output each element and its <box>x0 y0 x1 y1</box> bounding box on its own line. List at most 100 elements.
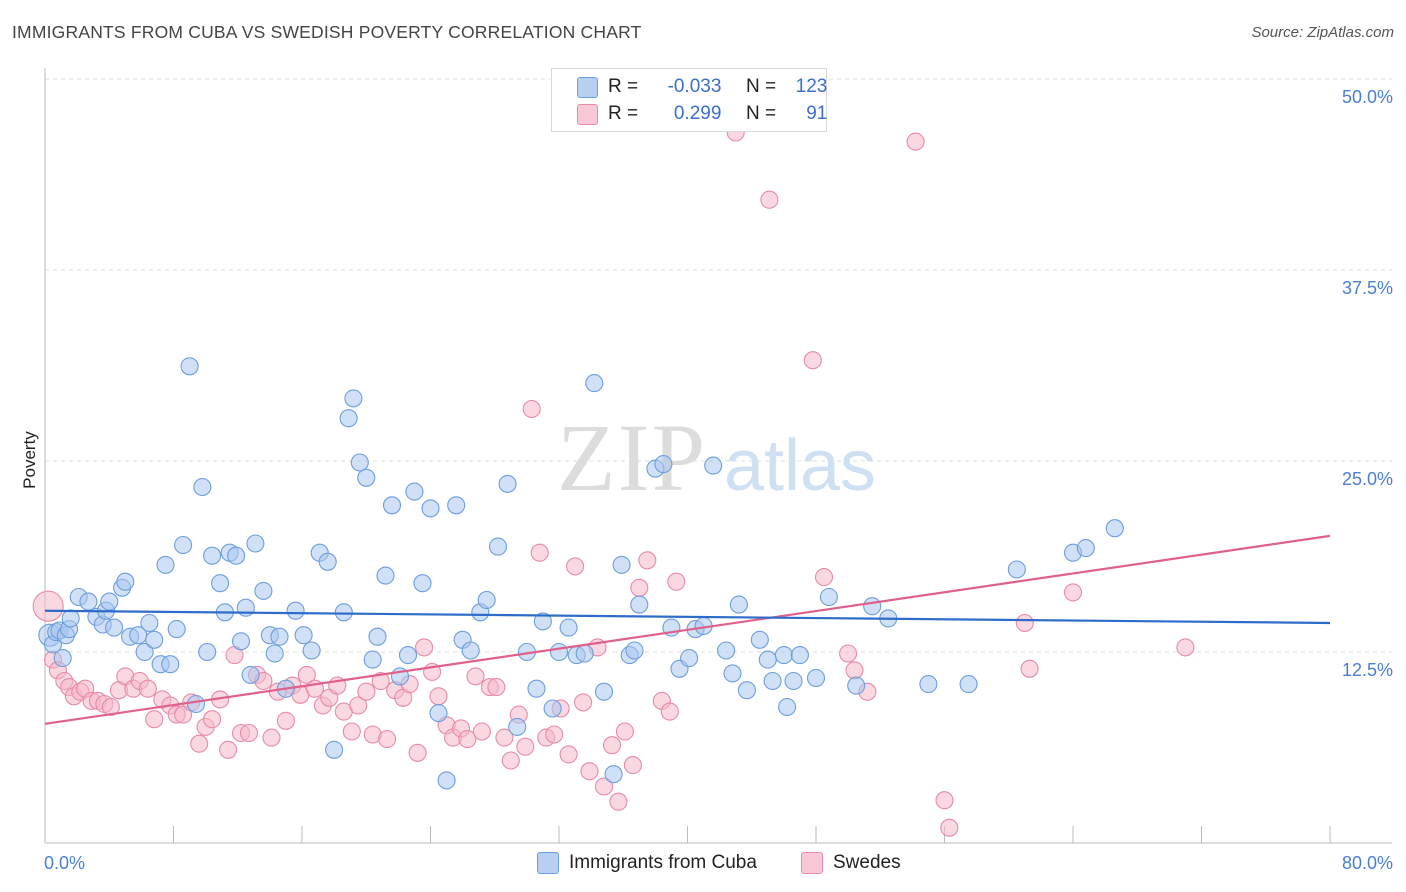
swedes-point <box>839 644 858 663</box>
cuba-point <box>376 566 395 585</box>
swedes-point <box>262 728 281 747</box>
swedes-point <box>349 696 368 715</box>
swedes-point <box>594 777 614 796</box>
swedes-point <box>458 730 477 749</box>
swedes-point <box>342 722 361 741</box>
trend-lines <box>44 534 1331 725</box>
cuba-point <box>750 630 769 649</box>
cuba-point <box>585 374 604 393</box>
y-tick-label: 50.0% <box>1342 87 1393 107</box>
legend-swatch-cuba <box>577 77 598 98</box>
cuba-point <box>357 468 376 487</box>
bottom-legend-label-cuba: Immigrants from Cuba <box>569 852 757 873</box>
swedes-point <box>219 740 238 759</box>
cuba-point <box>325 740 344 759</box>
cuba-point <box>161 655 180 674</box>
swedes-point <box>1063 583 1083 602</box>
cuba-point <box>1105 519 1124 538</box>
swedes-point <box>276 711 295 730</box>
bottom-legend-label-swedes: Swedes <box>833 852 901 873</box>
cuba-point <box>488 537 508 556</box>
swedes-point <box>472 722 491 741</box>
cuba-point <box>286 601 305 620</box>
cuba-point <box>421 499 440 518</box>
swedes-trend-line <box>44 534 1331 725</box>
cuba-point <box>680 649 699 668</box>
cuba-point <box>135 642 154 662</box>
cuba-point <box>919 675 938 694</box>
cuba-point <box>429 704 448 723</box>
cuba-point <box>180 357 199 376</box>
chart-title: IMMIGRANTS FROM CUBA VS SWEDISH POVERTY … <box>12 22 642 42</box>
cuba-point <box>318 552 337 571</box>
cuba-point <box>368 627 387 646</box>
swedes-point <box>660 702 679 721</box>
cuba-point <box>339 409 358 428</box>
swedes-point <box>1020 659 1039 678</box>
swedes-point <box>803 351 822 370</box>
swedes-point <box>522 399 541 419</box>
cuba-point <box>241 665 260 684</box>
cuba-point <box>413 574 432 593</box>
gridlines <box>45 78 1392 653</box>
cuba-point <box>723 664 742 683</box>
cuba-point <box>654 455 673 474</box>
cuba-point <box>186 694 206 714</box>
swedes-point <box>487 678 506 697</box>
cuba-point <box>174 535 193 555</box>
cuba-point <box>778 697 797 717</box>
swedes-point <box>940 818 959 837</box>
swedes-point <box>760 190 779 209</box>
y-axis-label-wrap: Poverty <box>10 431 46 489</box>
swedes-point <box>580 762 599 781</box>
cuba-point <box>193 477 212 497</box>
cuba-point <box>704 456 723 475</box>
swedes-point <box>239 723 259 743</box>
cuba-point <box>61 609 80 628</box>
cuba-point <box>302 641 321 660</box>
cuba-point <box>231 632 251 651</box>
n-label: N = <box>745 76 777 97</box>
n-value: 91 <box>806 103 828 124</box>
swedes-point <box>630 578 649 597</box>
cuba-point <box>100 592 119 611</box>
swedes-point <box>429 687 448 706</box>
cuba-point <box>737 681 756 700</box>
correlation-legend: R = -0.033 N = 123 R = 0.299 N = 91 <box>551 68 827 132</box>
cuba-point <box>790 646 809 665</box>
cuba-point <box>227 546 246 565</box>
cuba-point <box>1007 560 1026 579</box>
cuba-point <box>508 717 527 736</box>
swedes-point <box>297 665 316 684</box>
swedes-point <box>602 736 622 755</box>
cuba-point <box>382 496 402 515</box>
swedes-point <box>357 682 376 701</box>
swedes-point <box>623 756 642 775</box>
swedes-point <box>495 728 514 747</box>
cuba-point <box>105 618 124 637</box>
cuba-point <box>774 646 793 665</box>
swedes-point <box>638 551 657 570</box>
cuba-point <box>344 389 363 408</box>
watermark-zip: ZIP <box>557 404 707 511</box>
cuba-point <box>784 671 803 691</box>
cuba-point <box>265 644 284 663</box>
swedes-point <box>845 661 864 680</box>
bottom-legend-swatch-swedes <box>801 852 823 874</box>
swedes-point <box>814 568 834 587</box>
cuba-point <box>270 627 289 646</box>
cuba-point <box>527 679 546 698</box>
cuba-point <box>254 581 273 600</box>
cuba-point <box>447 496 466 515</box>
cuba-point <box>543 699 562 718</box>
r-label: R = <box>608 76 639 97</box>
cuba-point <box>863 597 882 616</box>
swedes-point <box>1176 638 1195 657</box>
cuba-trend-line <box>44 609 1331 625</box>
cuba-point <box>847 676 866 695</box>
y-axis-label: Poverty <box>20 431 39 489</box>
swedes-point <box>408 743 427 762</box>
cuba-point <box>533 612 552 631</box>
cuba-point <box>334 603 353 622</box>
